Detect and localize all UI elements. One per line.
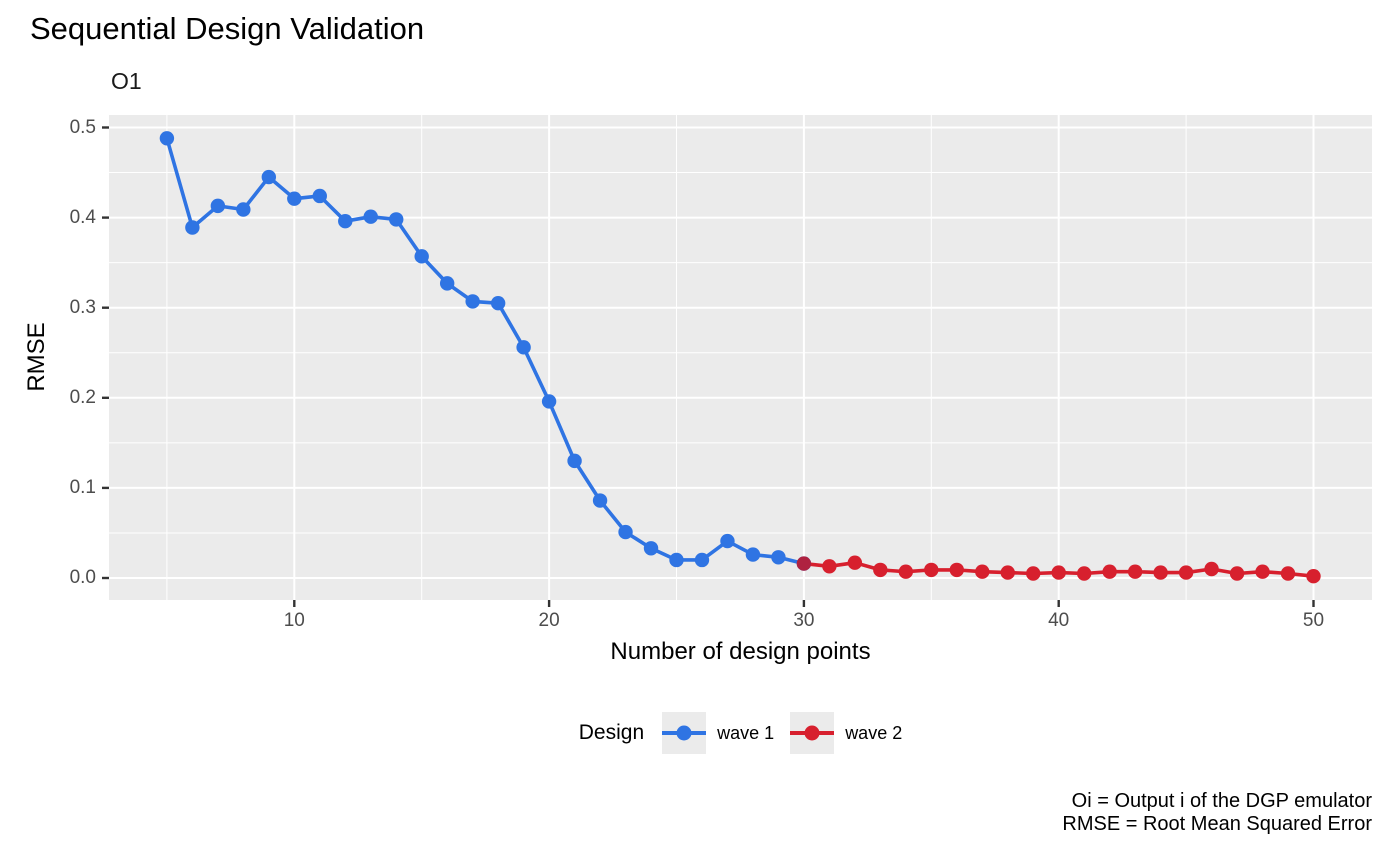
data-point-wave-1 xyxy=(516,340,531,355)
data-point-wave-1 xyxy=(185,220,200,235)
y-tick-label: 0.1 xyxy=(69,476,96,498)
legend-title: Design xyxy=(578,721,645,744)
data-point-wave-1 xyxy=(465,294,480,309)
legend-item-wave-2: wave 2 xyxy=(790,712,902,754)
data-point-wave-1 xyxy=(669,552,684,568)
legend: Design wave 1 wave 2 xyxy=(0,712,1400,754)
x-tick-label: 20 xyxy=(538,610,560,631)
data-point-wave-2 xyxy=(1076,566,1092,581)
data-point-wave-1 xyxy=(541,394,557,409)
data-point-wave-2 xyxy=(898,564,914,579)
caption-line-2: RMSE = Root Mean Squared Error xyxy=(1062,813,1372,835)
legend-item-label: wave 2 xyxy=(845,722,903,743)
data-point-wave-1 xyxy=(567,453,582,469)
y-axis-title: RMSE xyxy=(23,322,50,392)
data-point-wave-1 xyxy=(312,188,327,204)
legend-inner: Design wave 1 wave 2 xyxy=(579,712,902,754)
plot-title: Sequential Design Validation xyxy=(30,11,425,46)
y-tick-label: 0.3 xyxy=(69,296,96,318)
data-point-wave-2 xyxy=(1178,565,1194,580)
data-point-wave-2 xyxy=(1255,564,1270,579)
data-point-wave-2 xyxy=(1000,565,1015,580)
data-point-wave-2 xyxy=(1153,565,1168,580)
data-point-wave-2 xyxy=(1204,561,1219,577)
data-point-wave-1 xyxy=(592,493,608,508)
y-tick-label: 0.2 xyxy=(69,386,96,408)
panel-background xyxy=(109,115,1372,600)
data-point-wave-2 xyxy=(873,562,888,578)
x-tick-label: 40 xyxy=(1048,610,1070,631)
x-axis-title: Number of design points xyxy=(610,638,871,665)
legend-key-point xyxy=(676,725,692,741)
data-point-wave-1 xyxy=(414,249,429,264)
legend-item-wave-1: wave 1 xyxy=(662,712,774,754)
data-point-wave-1 xyxy=(338,214,353,229)
data-point-wave-2 xyxy=(1229,566,1245,581)
data-point-wave-2 xyxy=(1051,565,1066,580)
data-point-wave-1 xyxy=(210,198,226,214)
data-point-wave-1 xyxy=(389,212,404,227)
data-point-wave-2 xyxy=(1280,566,1296,581)
legend-key-point xyxy=(804,725,820,741)
caption-line-1: Oi = Output i of the DGP emulator xyxy=(1071,790,1372,812)
data-point-wave-1 xyxy=(287,191,302,206)
data-point-wave-2 xyxy=(975,564,990,579)
legend-items: wave 1 wave 2 xyxy=(662,712,902,754)
y-tick-label: 0.0 xyxy=(69,567,96,588)
data-point-wave-2 xyxy=(1306,568,1321,584)
x-tick-label: 30 xyxy=(793,610,815,631)
data-point-wave-2 xyxy=(822,559,837,574)
data-point-wave-1 xyxy=(694,552,710,568)
data-point-wave-1 xyxy=(720,533,735,549)
data-point-wave-1 xyxy=(439,276,455,291)
x-tick-label: 10 xyxy=(283,610,305,631)
legend-key-swatch xyxy=(790,712,835,754)
data-point-wave-2 xyxy=(1026,566,1041,581)
facet-strip-label: O1 xyxy=(111,68,142,94)
data-point-wave-1 xyxy=(159,131,175,146)
data-point-wave-2 xyxy=(924,562,939,578)
data-point-wave-2 xyxy=(847,555,863,570)
caption: Oi = Output i of the DGP emulator RMSE =… xyxy=(1062,790,1372,836)
data-point-wave-2 xyxy=(1127,564,1143,579)
legend-item-label: wave 1 xyxy=(717,722,775,743)
y-tick-label: 0.5 xyxy=(69,116,96,138)
legend-key-swatch xyxy=(662,712,707,754)
y-tick-label: 0.4 xyxy=(69,206,96,228)
data-point-wave-1 xyxy=(363,209,378,224)
data-point-wave-2 xyxy=(1102,564,1117,579)
data-point-wave-1 xyxy=(745,547,761,562)
data-point-wave-1 xyxy=(771,550,786,565)
data-point-wave-2 xyxy=(796,556,812,571)
data-point-wave-2 xyxy=(949,562,964,578)
data-point-wave-1 xyxy=(490,295,506,311)
data-point-wave-1 xyxy=(261,169,277,185)
data-point-wave-1 xyxy=(236,202,251,217)
x-tick-label: 50 xyxy=(1302,610,1325,631)
data-point-wave-1 xyxy=(643,541,659,556)
data-point-wave-1 xyxy=(618,524,633,540)
